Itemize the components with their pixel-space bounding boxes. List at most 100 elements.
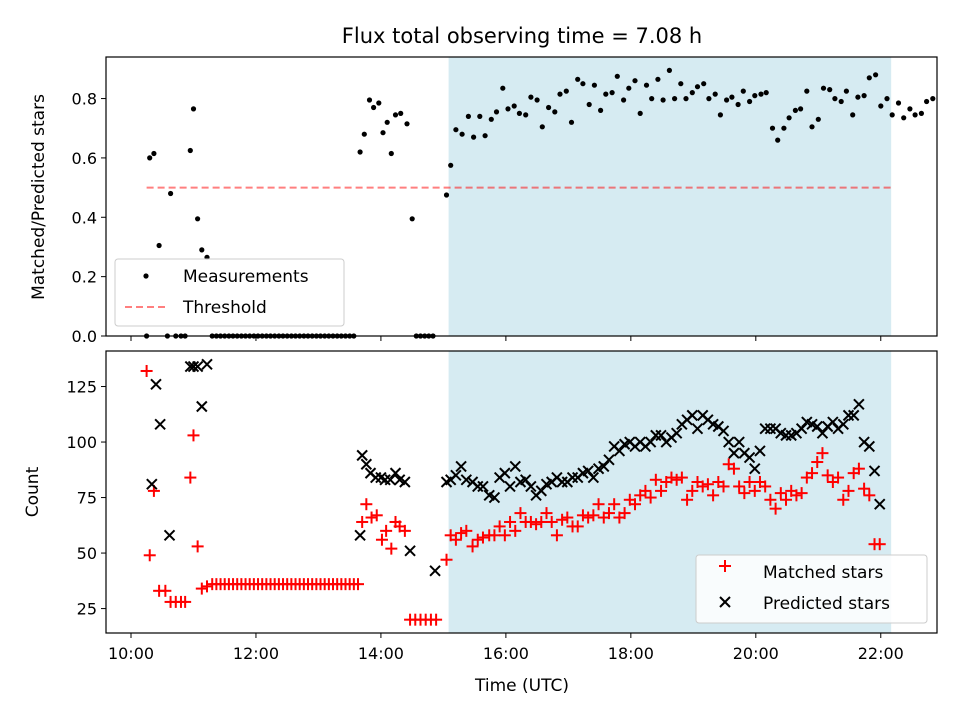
matched-star-point — [790, 489, 803, 502]
matched-star-point — [639, 484, 652, 497]
measurement-point — [781, 125, 787, 131]
measurement-point — [694, 84, 701, 90]
measurement-point — [598, 107, 604, 113]
legend-measurement-marker — [143, 273, 149, 279]
measurement-point — [712, 91, 718, 97]
measurement-point — [672, 96, 678, 102]
measurement-point — [683, 96, 689, 102]
measurement-point — [168, 190, 174, 197]
measurement-point — [632, 78, 638, 84]
predicted-star-point — [686, 409, 698, 422]
measurement-point — [448, 162, 454, 168]
measurement-point — [626, 85, 632, 91]
predicted-star-point — [582, 465, 594, 477]
predicted-star-point — [535, 485, 547, 497]
matched-star-point — [858, 482, 871, 495]
measurement-point — [660, 97, 666, 103]
matched-star-point — [576, 509, 589, 522]
predicted-star-point — [754, 445, 766, 457]
predicted-star-point — [379, 474, 391, 486]
predicted-star-point — [525, 480, 537, 493]
predicted-star-point — [488, 491, 501, 504]
matched-star-point — [514, 507, 527, 520]
measurement-point — [552, 109, 558, 115]
y-tick-label: 0.0 — [72, 327, 97, 346]
matched-star-point — [655, 484, 668, 497]
measurement-point — [838, 98, 844, 105]
measurement-point — [511, 103, 517, 109]
predicted-star-point — [356, 449, 368, 462]
measurement-point — [591, 82, 598, 88]
y-tick-label: 0.2 — [72, 268, 97, 287]
measurement-point — [798, 106, 804, 112]
measurement-point — [505, 106, 511, 112]
measurement-point — [156, 242, 162, 249]
predicted-star-point — [780, 429, 792, 442]
matched-star-point — [201, 580, 214, 593]
measurement-point — [873, 72, 879, 78]
predicted-star-point — [717, 425, 730, 437]
measurement-point — [357, 149, 363, 155]
measurement-point — [398, 110, 404, 116]
measurement-point — [918, 110, 925, 116]
measurement-point — [820, 85, 827, 91]
matched-star-point — [556, 513, 569, 526]
measurement-point — [516, 110, 523, 116]
measurement-point — [384, 119, 390, 125]
matched-star-point — [852, 462, 865, 475]
measurement-point — [689, 90, 695, 96]
measurement-point — [792, 107, 799, 113]
matched-star-point — [455, 527, 468, 540]
measurement-point — [443, 192, 450, 198]
measurement-point — [147, 155, 153, 161]
bottom-plot-frame — [105, 350, 938, 634]
measurement-point — [539, 124, 545, 130]
measurement-point — [701, 81, 707, 87]
predicted-star-point — [566, 471, 579, 484]
measurement-point — [666, 67, 673, 73]
predicted-star-point — [613, 445, 626, 457]
top-shaded-span — [448, 57, 892, 336]
measurement-point — [380, 130, 386, 136]
predicted-star-point — [399, 476, 411, 488]
bottom-legend-box — [695, 554, 928, 624]
top-legend: Measurements Threshold — [114, 258, 345, 327]
measurement-point — [528, 94, 534, 100]
matched-star-point — [618, 507, 631, 520]
measurement-point — [637, 110, 643, 116]
matched-star-point — [701, 478, 714, 491]
matched-star-point — [608, 498, 621, 511]
matched-star-point — [795, 487, 808, 500]
measurement-point — [453, 127, 459, 133]
measurement-point — [371, 104, 377, 111]
predicted-star-point — [603, 454, 615, 466]
predicted-star-point — [477, 480, 489, 493]
predicted-star-point — [795, 423, 808, 435]
matched-star-point — [587, 509, 600, 522]
matched-star-point — [430, 613, 443, 626]
matched-star-point — [360, 498, 373, 511]
measurement-point — [614, 73, 620, 79]
matched-star-point — [385, 542, 398, 555]
measurement-points — [144, 67, 936, 339]
measurement-point — [850, 112, 856, 118]
measurement-point — [827, 87, 833, 93]
measurement-point — [706, 96, 712, 102]
matched-star-point — [592, 498, 605, 511]
matched-star-point — [571, 520, 584, 533]
predicted-star-points — [146, 358, 886, 577]
measurement-point — [361, 131, 367, 137]
predicted-star-point — [450, 469, 462, 482]
measurement-point — [366, 97, 373, 103]
matched-star-point — [748, 484, 761, 497]
matched-star-point — [365, 511, 378, 524]
measurement-point — [488, 116, 494, 122]
predicted-star-point — [404, 545, 416, 557]
matched-star-point — [524, 515, 537, 528]
predicted-star-point — [691, 423, 704, 435]
predicted-star-point — [499, 467, 511, 479]
y-tick-label: 100 — [66, 433, 97, 452]
matched-star-point — [686, 484, 699, 497]
x-tick-label: 16:00 — [483, 644, 529, 663]
